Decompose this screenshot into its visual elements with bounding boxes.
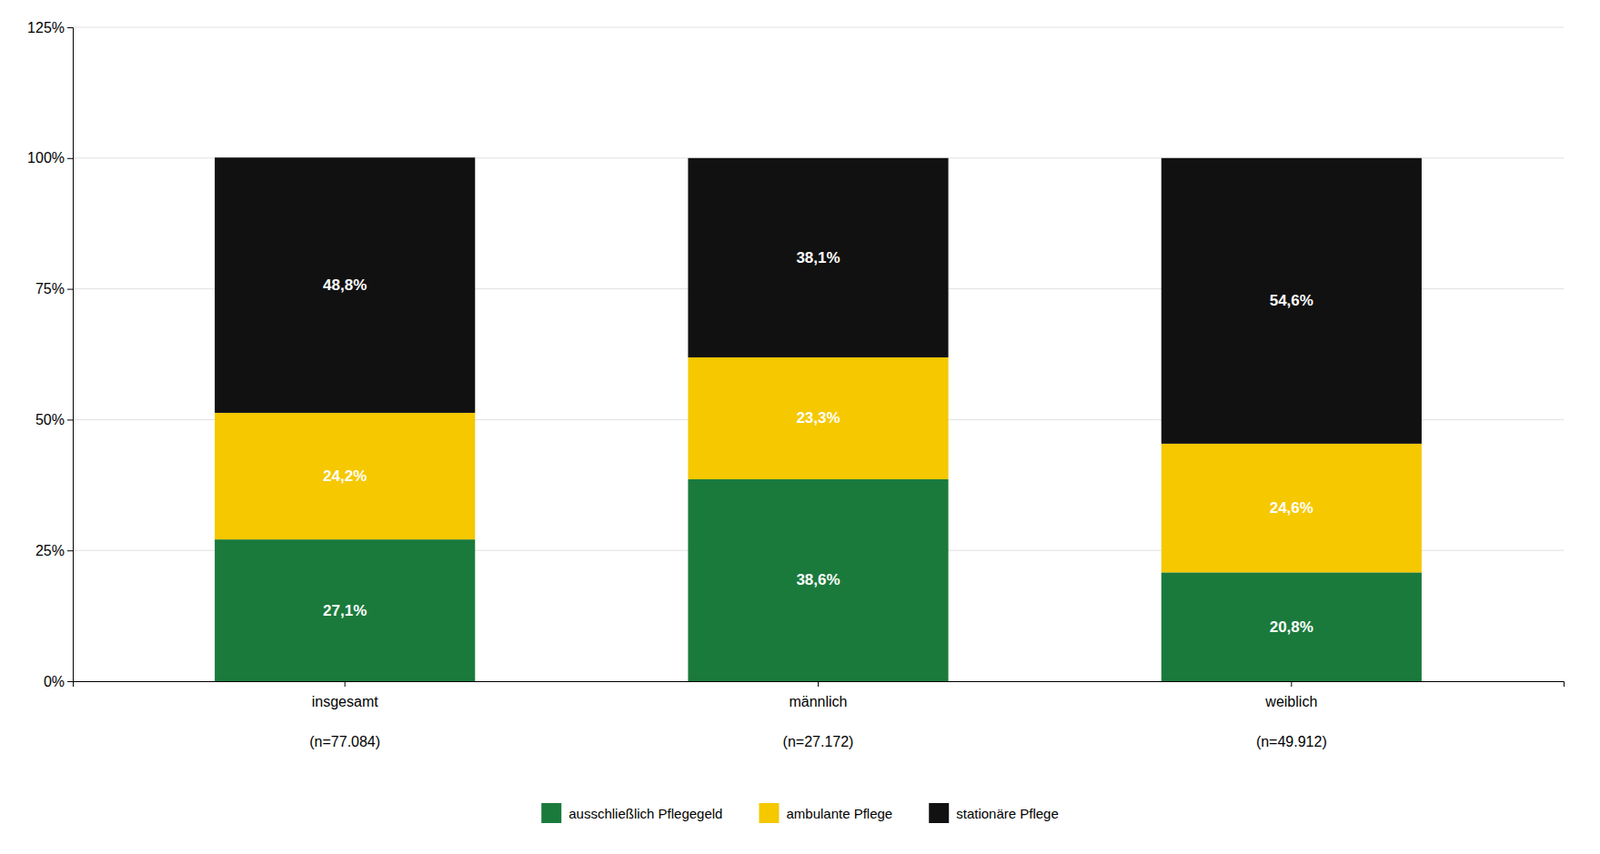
y-tick: 100% xyxy=(27,150,73,166)
data-labels: 27,1% 38,6% 20,8% 24,2% 23,3% 24,6% 48,8% 38,1%… xyxy=(322,249,1314,636)
bar-segment xyxy=(687,158,948,358)
bars xyxy=(214,157,1422,682)
x-tick-mark xyxy=(817,681,819,687)
data-label: 38,6% xyxy=(795,571,840,589)
x-tick-label: insgesamt(n=77.084) xyxy=(309,694,381,750)
x-tick-label: männlich(n=27.172) xyxy=(783,694,855,750)
x-axis-line xyxy=(73,682,1565,688)
data-label: 23,3% xyxy=(795,409,840,427)
y-axis-line xyxy=(67,28,74,683)
x-tick: männlich(n=27.172) xyxy=(783,681,855,750)
data-label: 24,2% xyxy=(322,467,367,485)
bar-segment xyxy=(214,157,475,413)
y-tick: 75% xyxy=(35,281,73,297)
series xyxy=(214,157,1422,444)
legend-label: ambulante Pflege xyxy=(785,805,893,822)
data-label: 48,8% xyxy=(322,276,367,294)
bar-segment xyxy=(687,479,948,682)
bar-segment xyxy=(687,357,948,480)
legend-item: ambulante Pflege xyxy=(758,803,893,824)
bar-segment xyxy=(1161,158,1422,444)
legend-swatch xyxy=(541,803,562,824)
legend: ausschließlich Pflegegeld ambulante Pfleg… xyxy=(541,803,1059,824)
legend-swatch xyxy=(928,803,949,824)
y-tick-label: 75% xyxy=(35,281,65,297)
legend-label: stationäre Pflege xyxy=(955,805,1059,822)
bar-segment xyxy=(1161,572,1422,682)
legend-item: ausschließlich Pflegegeld xyxy=(541,803,723,824)
x-tick-label: weiblich(n=49.912) xyxy=(1256,694,1328,750)
y-axis: 0% 25% 50% 75% 100% 125% xyxy=(27,20,73,690)
chart: 27,1% 38,6% 20,8% 24,2% 23,3% 24,6% 48,8% 38,1%… xyxy=(0,0,1600,854)
data-label: 38,1% xyxy=(795,249,840,267)
x-tick: insgesamt(n=77.084) xyxy=(309,681,381,750)
y-tick-mark xyxy=(67,289,73,291)
legend-label: ausschließlich Pflegegeld xyxy=(568,805,723,822)
grid xyxy=(72,27,1564,682)
data-label: 27,1% xyxy=(322,602,367,620)
y-tick: 0% xyxy=(43,674,73,690)
y-tick-label: 100% xyxy=(27,150,65,166)
y-tick: 50% xyxy=(35,412,73,428)
data-label: 24,6% xyxy=(1269,499,1314,517)
y-tick-label: 50% xyxy=(35,412,65,428)
y-tick-label: 125% xyxy=(27,20,65,36)
x-tick-mark xyxy=(344,681,346,687)
bar-segment xyxy=(214,539,475,682)
y-tick-label: 25% xyxy=(35,543,65,559)
data-label: 54,6% xyxy=(1269,291,1314,310)
legend-item: stationäre Pflege xyxy=(928,803,1059,824)
x-tick-mark xyxy=(1290,681,1292,687)
data-label: 20,8% xyxy=(1269,618,1314,636)
x-axis: insgesamt(n=77.084) männlich(n=27.172) wei… xyxy=(73,681,1565,750)
y-tick-mark xyxy=(67,419,73,421)
legend-swatch xyxy=(758,803,779,824)
y-tick-label: 0% xyxy=(43,674,65,690)
plot: 27,1% 38,6% 20,8% 24,2% 23,3% 24,6% 48,8% 38,1%… xyxy=(27,20,1564,750)
y-tick-mark xyxy=(67,158,73,160)
bar-segment xyxy=(1161,443,1422,573)
grid-line xyxy=(72,27,1564,29)
x-tick: weiblich(n=49.912) xyxy=(1256,681,1328,750)
y-tick-mark xyxy=(67,681,73,683)
y-tick-mark xyxy=(67,27,73,29)
y-tick-mark xyxy=(67,550,73,552)
y-tick: 25% xyxy=(35,543,73,559)
y-tick: 125% xyxy=(27,20,73,36)
bar-segment xyxy=(214,412,475,540)
